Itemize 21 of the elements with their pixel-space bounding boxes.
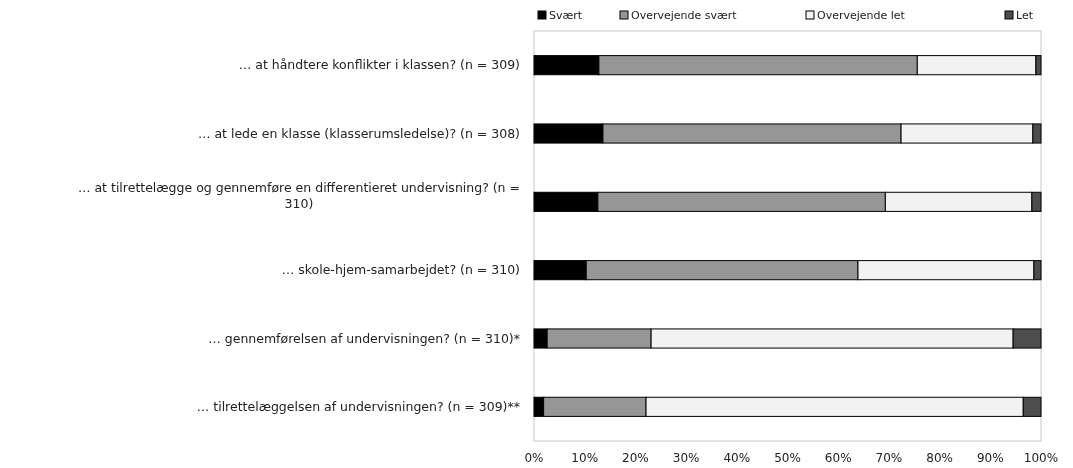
y-tick-label: … tilrettelæggelsen af undervisningen? (n = 309)** (196, 398, 520, 414)
x-tick-label: 50% (774, 451, 801, 465)
x-tick-label: 60% (824, 451, 852, 465)
x-tick-label: 80% (926, 451, 953, 465)
legend-label: Svært (549, 9, 583, 22)
x-tick-label: 20% (622, 451, 649, 465)
x-tick-label: 40% (723, 451, 751, 465)
legend-label: Overvejende svært (631, 9, 738, 22)
y-tick-label: … skole-hjem-samarbejdet? (n = 310) (281, 262, 520, 278)
x-tick-label: 90% (976, 451, 1004, 465)
legend-label: Let (1016, 9, 1034, 22)
legend-label: Overvejende let (817, 9, 906, 22)
x-tick-label: 70% (875, 451, 903, 465)
y-tick-label: … at lede en klasse (klasserumsledelse)? (n = 308) (197, 125, 520, 141)
y-tick-label: … at håndtere konflikter i klassen? (n = 309) (238, 57, 520, 73)
x-tick-label: 100% (1023, 451, 1059, 465)
y-tick-label: … gennemførelsen af undervisningen? (n = 310)* (208, 330, 520, 346)
y-tick-label: … at tilrettelægge og gennemføre en differentieret undervisning? (n = 310) (77, 179, 521, 211)
x-tick-label: 10% (571, 451, 599, 465)
x-tick-label: 0% (524, 451, 544, 465)
x-tick-label: 30% (672, 451, 700, 465)
